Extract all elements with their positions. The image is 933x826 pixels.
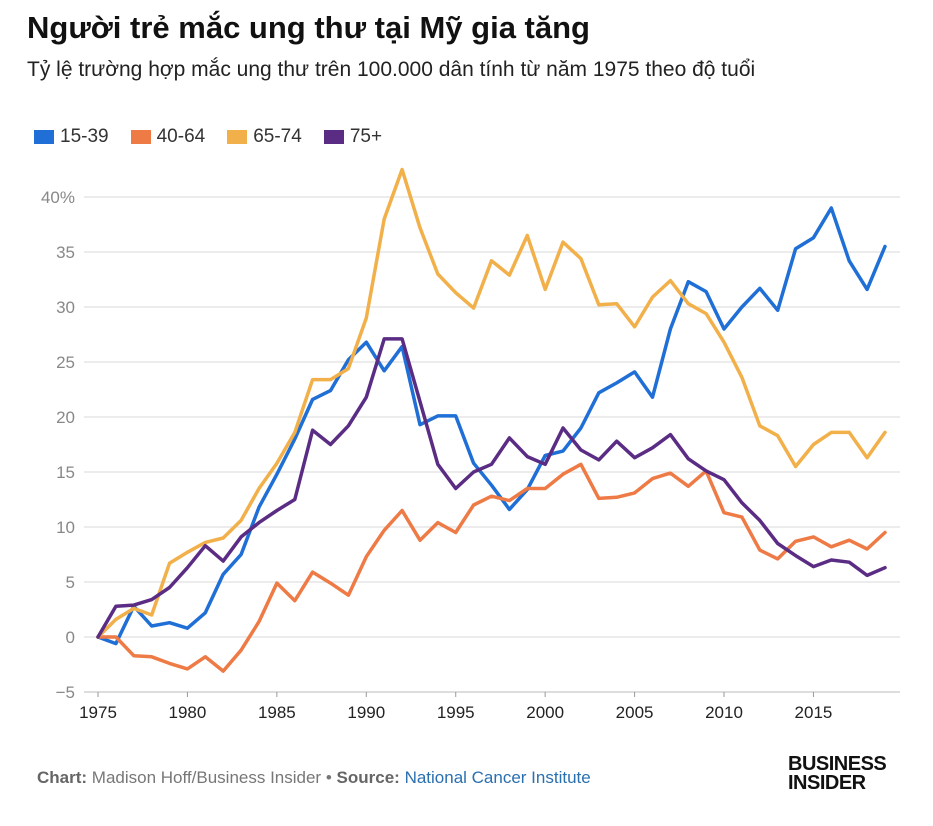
y-tick-label: 5 <box>66 573 75 592</box>
series-line-75-plus <box>96 337 887 639</box>
x-tick-label: 1975 <box>79 703 117 722</box>
x-tick-label: 2015 <box>795 703 833 722</box>
footer-chart-credit: Madison Hoff/Business Insider <box>91 768 322 787</box>
legend-swatch-15-39 <box>34 130 54 144</box>
y-tick-label: 25 <box>56 353 75 372</box>
x-tick-label: 1985 <box>258 703 296 722</box>
x-tick-label: 2000 <box>526 703 564 722</box>
y-tick-label: 20 <box>56 408 75 427</box>
legend-label-75-plus: 75+ <box>349 126 383 147</box>
legend-swatch-65-74 <box>227 130 248 144</box>
legend-swatch-75-plus <box>323 130 344 144</box>
source-link[interactable]: National Cancer Institute <box>404 768 591 787</box>
footer-chart-label: Chart: <box>37 768 88 787</box>
series-layer <box>96 167 887 673</box>
legend: 15-39 40-64 65-74 75+ <box>34 126 382 148</box>
legend-label-40-64: 40-64 <box>156 126 206 147</box>
chart-subtitle: Tỷ lệ trường hợp mắc ung thư trên 100.00… <box>27 58 756 81</box>
x-tick-label: 1995 <box>437 703 475 722</box>
y-tick-label: −5 <box>56 683 75 702</box>
y-tick-label: 10 <box>56 518 75 537</box>
y-tick-label: 0 <box>66 628 75 647</box>
x-tick-label: 2010 <box>705 703 743 722</box>
legend-item-40-64: 40-64 <box>130 126 206 148</box>
footer-credit: Chart: Madison Hoff/Business Insider • S… <box>37 768 591 788</box>
series-line-15-39 <box>96 206 887 646</box>
legend-item-75-plus: 75+ <box>323 126 383 148</box>
y-tick-layer: −5 0 5 10 15 20 25 30 35 40% <box>41 188 75 702</box>
grid-layer <box>84 196 900 693</box>
x-tick-label: 1980 <box>169 703 207 722</box>
x-tick-label: 1990 <box>347 703 385 722</box>
series-line-65-74 <box>96 167 887 639</box>
y-tick-label: 40% <box>41 188 75 207</box>
legend-label-65-74: 65-74 <box>253 126 302 147</box>
legend-item-15-39: 15-39 <box>34 126 109 148</box>
legend-label-15-39: 15-39 <box>60 126 109 147</box>
legend-item-65-74: 65-74 <box>227 126 302 148</box>
x-tick-layer: 1975 1980 1985 1990 1995 2000 2005 2010 2015 <box>79 692 832 722</box>
series-line-40-64 <box>96 462 887 673</box>
chart-title: Người trẻ mắc ung thư tại Mỹ gia tăng <box>27 10 590 45</box>
legend-swatch-40-64 <box>130 130 151 144</box>
footer-bullet: • <box>325 768 332 787</box>
y-tick-label: 30 <box>56 298 75 317</box>
logo-line-2: INSIDER <box>788 772 866 794</box>
y-tick-label: 35 <box>56 243 75 262</box>
business-insider-logo: BUSINESS INSIDER <box>788 753 887 794</box>
logo-line-1: BUSINESS <box>788 753 887 775</box>
y-tick-label: 15 <box>56 463 75 482</box>
x-tick-label: 2005 <box>616 703 654 722</box>
footer-source-label: Source: <box>336 768 400 787</box>
